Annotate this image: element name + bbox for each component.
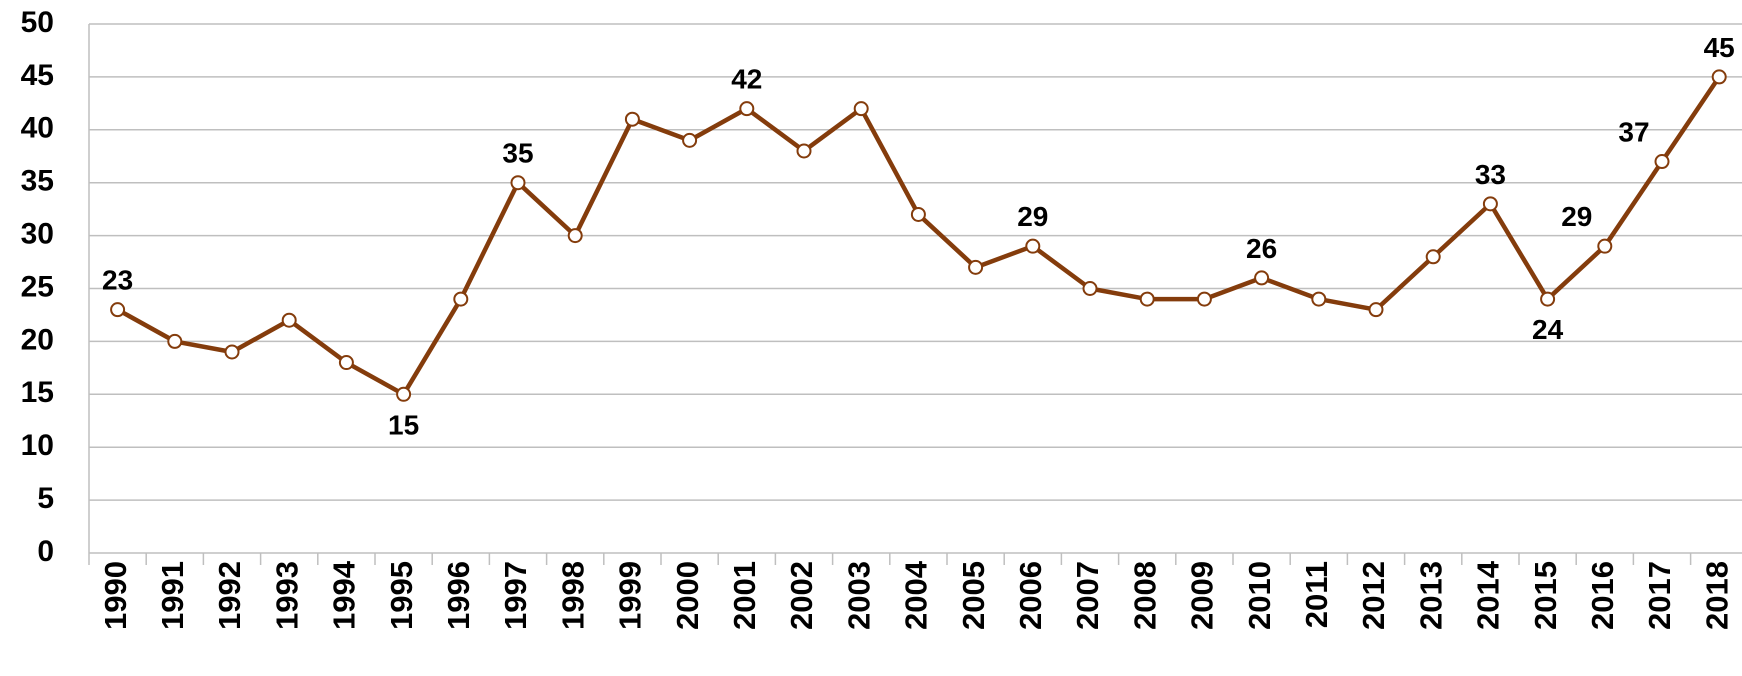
marker xyxy=(1139,291,1155,307)
marker xyxy=(1196,291,1212,307)
x-tick-label: 1990 xyxy=(98,561,133,630)
x-tick-label: 2011 xyxy=(1299,561,1334,628)
marker xyxy=(1711,69,1727,85)
value-label: 15 xyxy=(388,409,419,440)
y-tick-label: 30 xyxy=(21,218,54,251)
x-tick-label: 1993 xyxy=(269,561,304,630)
y-tick-label: 50 xyxy=(21,6,54,39)
x-tick-label: 2017 xyxy=(1642,561,1677,630)
marker xyxy=(510,175,526,191)
marker xyxy=(567,228,583,244)
marker xyxy=(1654,154,1670,170)
marker xyxy=(1368,302,1384,318)
x-tick-label: 2006 xyxy=(1013,561,1048,630)
marker xyxy=(1254,270,1270,286)
y-tick-label: 5 xyxy=(37,482,54,515)
y-tick-label: 40 xyxy=(21,112,54,145)
value-label: 23 xyxy=(102,265,133,296)
y-tick-label: 45 xyxy=(21,59,54,92)
marker xyxy=(224,344,240,360)
value-label: 35 xyxy=(502,138,533,169)
value-label: 45 xyxy=(1704,32,1735,63)
marker xyxy=(1540,291,1556,307)
x-tick-label: 1994 xyxy=(327,560,362,630)
x-tick-label: 1992 xyxy=(212,561,247,630)
x-tick-label: 1997 xyxy=(498,561,533,630)
x-tick-label: 2009 xyxy=(1185,561,1220,630)
marker xyxy=(853,101,869,117)
y-tick-label: 25 xyxy=(21,270,54,303)
marker xyxy=(1597,238,1613,254)
marker xyxy=(739,101,755,117)
x-tick-label: 1991 xyxy=(155,561,190,630)
marker xyxy=(1311,291,1327,307)
x-tick-label: 2007 xyxy=(1070,561,1105,630)
marker xyxy=(453,291,469,307)
marker xyxy=(281,312,297,328)
x-tick-label: 2003 xyxy=(841,561,876,630)
value-label: 26 xyxy=(1246,233,1277,264)
marker xyxy=(110,302,126,318)
x-tick-label: 2005 xyxy=(956,561,991,630)
x-tick-label: 2013 xyxy=(1413,561,1448,630)
x-tick-label: 2010 xyxy=(1242,561,1277,630)
value-label: 37 xyxy=(1618,117,1649,148)
x-tick-label: 2001 xyxy=(727,561,762,630)
x-tick-label: 2016 xyxy=(1585,561,1620,630)
value-label: 29 xyxy=(1561,201,1592,232)
marker xyxy=(968,259,984,275)
x-tick-label: 2014 xyxy=(1471,560,1506,630)
marker xyxy=(1025,238,1041,254)
value-label: 42 xyxy=(731,64,762,95)
y-tick-label: 15 xyxy=(21,376,54,409)
x-tick-label: 1999 xyxy=(613,561,648,630)
y-tick-label: 10 xyxy=(21,429,54,462)
marker xyxy=(1082,281,1098,296)
x-tick-label: 1998 xyxy=(555,561,590,630)
marker xyxy=(796,143,812,159)
x-tick-label: 2018 xyxy=(1699,561,1734,630)
y-tick-label: 20 xyxy=(21,323,54,356)
marker xyxy=(682,132,698,148)
marker xyxy=(624,111,640,127)
x-tick-label: 2012 xyxy=(1356,561,1391,630)
marker xyxy=(338,355,354,371)
marker xyxy=(1425,249,1441,265)
x-tick-label: 2015 xyxy=(1528,561,1563,630)
value-label: 29 xyxy=(1017,201,1048,232)
value-label: 33 xyxy=(1475,159,1506,190)
x-tick-label: 2002 xyxy=(784,561,819,630)
x-tick-label: 2008 xyxy=(1127,561,1162,630)
x-tick-label: 1995 xyxy=(384,561,419,630)
x-tick-label: 2004 xyxy=(899,560,934,630)
marker xyxy=(167,333,183,349)
y-tick-label: 35 xyxy=(21,165,54,198)
x-tick-label: 1996 xyxy=(441,561,476,630)
marker xyxy=(396,386,412,402)
x-tick-label: 2000 xyxy=(670,561,705,630)
marker xyxy=(1482,196,1498,212)
y-tick-label: 0 xyxy=(37,535,54,568)
marker xyxy=(910,206,926,222)
value-label: 24 xyxy=(1532,314,1564,345)
